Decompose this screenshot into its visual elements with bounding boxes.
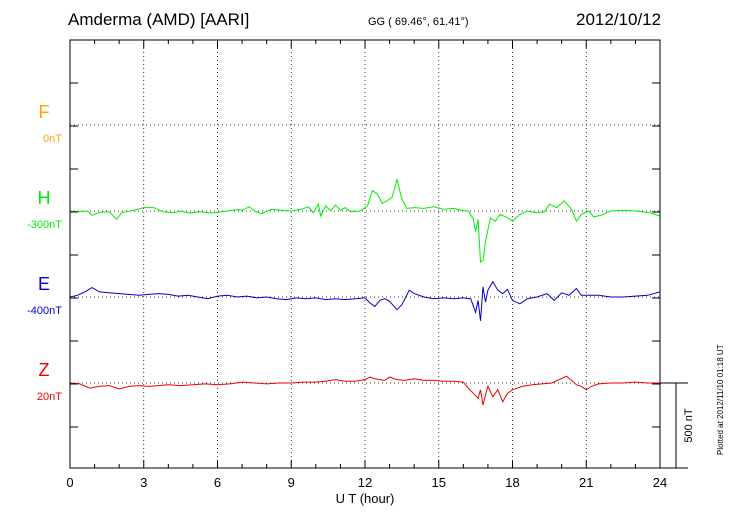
series-name-h: H (38, 188, 51, 208)
scale-bar: 500 nT (660, 382, 695, 469)
series-baseline-e: -400nT (27, 305, 62, 317)
station-title: Amderma (AMD) [AARI] (68, 10, 250, 29)
series-baseline-f: 0nT (43, 133, 62, 145)
x-tick-label: 9 (288, 475, 295, 490)
plot-date: 2012/10/12 (576, 10, 662, 29)
series-name-f: F (39, 102, 50, 122)
plotted-at-note: Plotted at 2012/11/10 01:18 UT (716, 344, 725, 455)
x-tick-label: 0 (66, 475, 73, 490)
x-tick-label: 3 (140, 475, 147, 490)
series-baseline-h: -300nT (27, 219, 62, 231)
series-layer (69, 177, 661, 406)
x-tick-label: 24 (653, 475, 667, 490)
series-line-h (69, 177, 661, 263)
series-name-e: E (38, 274, 50, 294)
x-tick-label: 6 (214, 475, 221, 490)
scale-bar-label: 500 nT (683, 408, 695, 443)
x-axis-label: U T (hour) (336, 491, 395, 506)
x-tick-label: 12 (358, 475, 372, 490)
series-name-z: Z (39, 360, 50, 380)
geo-coordinates: GG ( 69.46°, 61.41°) (368, 16, 469, 28)
series-line-e (69, 280, 661, 321)
series-labels: F 0nT H -300nT E -400nT Z 20nT (27, 102, 62, 403)
x-tick-label: 18 (505, 475, 519, 490)
grid (70, 40, 660, 468)
series-line-z (69, 375, 660, 406)
x-tick-label: 21 (579, 475, 593, 490)
x-axis: 0 3 6 9 12 15 18 21 24 U T (hour) (66, 40, 667, 506)
x-tick-label: 15 (432, 475, 446, 490)
series-baseline-z: 20nT (37, 391, 62, 403)
